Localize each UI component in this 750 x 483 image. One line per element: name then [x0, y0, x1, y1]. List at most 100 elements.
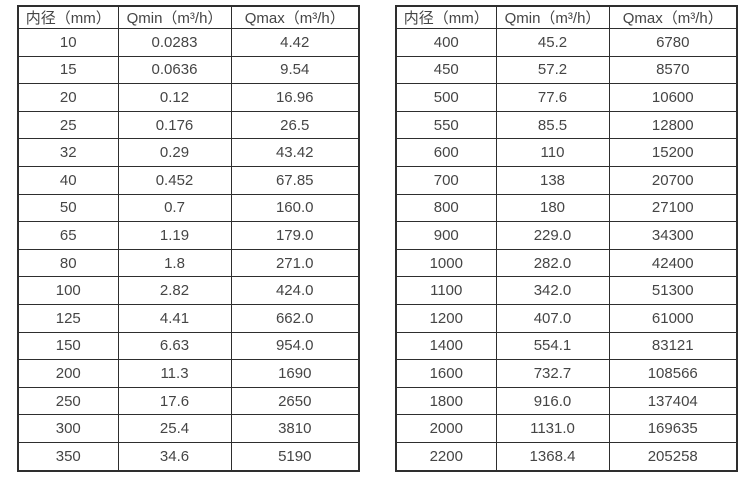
table-cell: 2650	[230, 386, 360, 416]
table-cell: 350	[17, 441, 119, 472]
header-row: 内径（mm） Qmin（m³/h） Qmax（m³/h）	[17, 5, 360, 29]
table-cell: 32	[17, 138, 119, 167]
table-cell: 43.42	[230, 138, 360, 167]
table-cell: 600	[395, 138, 497, 167]
table-row: 200 11.3 1690	[17, 359, 360, 388]
table-cell: 67.85	[230, 165, 360, 195]
table-row: 500 77.6 10600	[395, 83, 738, 112]
table-row: 1200 407.0 61000	[395, 303, 738, 333]
table-row: 2000 1131.0 169635	[395, 414, 738, 443]
table-row: 1100 342.0 51300	[395, 276, 738, 305]
header-cell: 内径（mm）	[17, 5, 119, 29]
table-row: 80 1.8 271.0	[17, 248, 360, 278]
table-row: 300 25.4 3810	[17, 414, 360, 443]
table-cell: 0.176	[117, 110, 232, 140]
table-cell: 1368.4	[495, 441, 610, 472]
table-cell: 1.19	[117, 221, 232, 250]
table-cell: 9.54	[230, 55, 360, 85]
flow-spec-table-large-diameters: 内径（mm） Qmin（m³/h） Qmax（m³/h） 400 45.2 6780 450…	[395, 5, 738, 472]
table-cell: 5190	[230, 441, 360, 472]
table-cell: 10600	[608, 83, 738, 112]
table-cell: 25.4	[117, 414, 232, 443]
header-cell: Qmin（m³/h）	[117, 5, 232, 29]
table-cell: 27100	[608, 193, 738, 223]
table-row: 2200 1368.4 205258	[395, 441, 738, 472]
table-cell: 100	[17, 276, 119, 305]
table-row: 100 2.82 424.0	[17, 276, 360, 305]
table-cell: 450	[395, 55, 497, 85]
table-row: 65 1.19 179.0	[17, 221, 360, 250]
table-cell: 205258	[608, 441, 738, 472]
table-cell: 0.7	[117, 193, 232, 223]
table-row: 15 0.0636 9.54	[17, 55, 360, 85]
table-cell: 51300	[608, 276, 738, 305]
table-cell: 2000	[395, 414, 497, 443]
table-cell: 25	[17, 110, 119, 140]
table-row: 1400 554.1 83121	[395, 331, 738, 361]
table-cell: 407.0	[495, 303, 610, 333]
table-cell: 179.0	[230, 221, 360, 250]
table-row: 800 180 27100	[395, 193, 738, 223]
table-cell: 954.0	[230, 331, 360, 361]
table-cell: 300	[17, 414, 119, 443]
table-cell: 271.0	[230, 248, 360, 278]
table-cell: 342.0	[495, 276, 610, 305]
table-cell: 200	[17, 359, 119, 388]
table-cell: 700	[395, 165, 497, 195]
table-cell: 180	[495, 193, 610, 223]
table-row: 1000 282.0 42400	[395, 248, 738, 278]
table-cell: 16.96	[230, 83, 360, 112]
table-cell: 26.5	[230, 110, 360, 140]
table-cell: 282.0	[495, 248, 610, 278]
table-cell: 4.42	[230, 28, 360, 57]
flow-spec-table-small-diameters: 内径（mm） Qmin（m³/h） Qmax（m³/h） 10 0.0283 4.42 15…	[17, 5, 360, 472]
table-cell: 8570	[608, 55, 738, 85]
table-cell: 0.0283	[117, 28, 232, 57]
table-cell: 250	[17, 386, 119, 416]
table-cell: 150	[17, 331, 119, 361]
table-cell: 108566	[608, 359, 738, 388]
table-cell: 3810	[230, 414, 360, 443]
table-row: 10 0.0283 4.42	[17, 28, 360, 57]
table-cell: 916.0	[495, 386, 610, 416]
table-row: 1800 916.0 137404	[395, 386, 738, 416]
table-cell: 12800	[608, 110, 738, 140]
table-cell: 424.0	[230, 276, 360, 305]
table-row: 400 45.2 6780	[395, 28, 738, 57]
table-cell: 229.0	[495, 221, 610, 250]
table-cell: 57.2	[495, 55, 610, 85]
header-row: 内径（mm） Qmin（m³/h） Qmax（m³/h）	[395, 5, 738, 29]
table-cell: 169635	[608, 414, 738, 443]
table-cell: 1100	[395, 276, 497, 305]
header-cell: Qmax（m³/h）	[230, 5, 360, 29]
table-cell: 80	[17, 248, 119, 278]
table-row: 50 0.7 160.0	[17, 193, 360, 223]
table-cell: 85.5	[495, 110, 610, 140]
table-cell: 1.8	[117, 248, 232, 278]
table-cell: 160.0	[230, 193, 360, 223]
header-cell: 内径（mm）	[395, 5, 497, 29]
tables-container: 内径（mm） Qmin（m³/h） Qmax（m³/h） 10 0.0283 4.42 15…	[17, 5, 738, 472]
table-row: 450 57.2 8570	[395, 55, 738, 85]
table-cell: 1000	[395, 248, 497, 278]
table-cell: 800	[395, 193, 497, 223]
table-cell: 17.6	[117, 386, 232, 416]
table-cell: 6.63	[117, 331, 232, 361]
table-cell: 550	[395, 110, 497, 140]
table-cell: 500	[395, 83, 497, 112]
table-cell: 40	[17, 165, 119, 195]
table-cell: 137404	[608, 386, 738, 416]
table-cell: 400	[395, 28, 497, 57]
table-cell: 1400	[395, 331, 497, 361]
header-cell: Qmax（m³/h）	[608, 5, 738, 29]
table-cell: 20700	[608, 165, 738, 195]
table-cell: 554.1	[495, 331, 610, 361]
table-row: 250 17.6 2650	[17, 386, 360, 416]
table-cell: 42400	[608, 248, 738, 278]
table-cell: 0.12	[117, 83, 232, 112]
table-cell: 15	[17, 55, 119, 85]
table-cell: 45.2	[495, 28, 610, 57]
table-row: 1600 732.7 108566	[395, 359, 738, 388]
table-cell: 10	[17, 28, 119, 57]
